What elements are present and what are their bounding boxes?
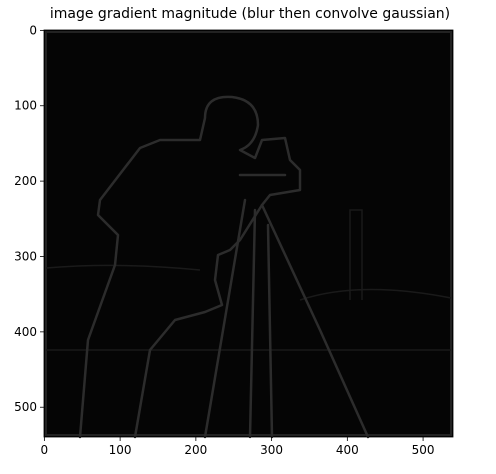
- tripod-edges: [203, 173, 370, 439]
- x-tick-label: 0: [41, 443, 49, 457]
- x-tick-label: 200: [184, 443, 207, 457]
- y-tick-label: 300: [14, 249, 37, 263]
- y-tick-label: 500: [14, 400, 37, 414]
- axes-frame: [43, 29, 454, 438]
- background-edges: [45, 209, 452, 351]
- y-tick-label: 0: [29, 23, 37, 37]
- image-background: [44, 30, 453, 437]
- image: [44, 30, 453, 439]
- chart-title: image gradient magnitude (blur then conv…: [50, 6, 450, 22]
- y-tick-label: 100: [14, 99, 37, 113]
- image-border: [45, 31, 452, 436]
- x-tick-label: 400: [336, 443, 359, 457]
- x-tick-label: 500: [412, 443, 435, 457]
- x-tick-label: 100: [109, 443, 132, 457]
- x-tick-label: 300: [260, 443, 283, 457]
- y-tick-label: 400: [14, 325, 37, 339]
- y-tick-label: 200: [14, 174, 37, 188]
